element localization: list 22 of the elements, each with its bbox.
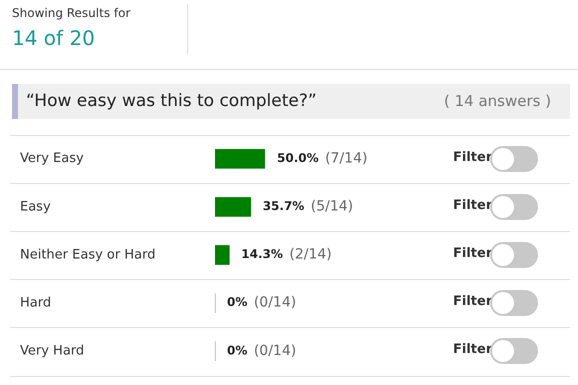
data-label: 0% (0/14) (227, 342, 296, 359)
text: Showing Results for (12, 6, 130, 20)
text: Filter (453, 198, 492, 213)
chart-title: “How easy was this to complete?” (26, 91, 317, 111)
y-tick-label: Hard (20, 295, 52, 310)
text: ( 14 answers ) (444, 92, 552, 110)
text: Filter (453, 294, 492, 309)
text: Filter (453, 246, 492, 261)
y-tick-label: Neither Easy or Hard (20, 247, 156, 262)
bar (215, 149, 265, 169)
data-label: 0% (0/14) (227, 294, 296, 311)
data-label: 50.0% (7/14) (277, 150, 368, 166)
y-tick-label: Very Hard (20, 344, 84, 359)
bar (215, 197, 252, 217)
data-label: 35.7% (5/14) (262, 198, 354, 215)
y-tick-label: Very Easy (20, 151, 84, 166)
text: 14 of 20 (12, 26, 95, 50)
text: Filter (453, 150, 492, 165)
y-tick-label: Easy (20, 199, 51, 214)
data-label: 14.3% (2/14) (241, 246, 332, 263)
text: Filter (453, 342, 492, 357)
bar (215, 245, 230, 265)
